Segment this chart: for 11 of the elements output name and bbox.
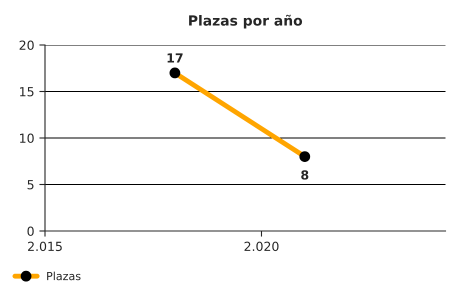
chart-title: Plazas por año <box>189 14 302 28</box>
x-tick-label: 2.020 <box>244 242 279 252</box>
y-tick-label: 5 <box>28 180 34 190</box>
data-label: 8 <box>301 170 308 180</box>
y-tick-label: 10 <box>20 133 34 143</box>
y-tick-label: 15 <box>20 87 34 96</box>
legend-label: Plazas <box>47 272 81 280</box>
y-tick-label: 20 <box>20 40 34 50</box>
x-tick-label: 2.015 <box>28 242 62 252</box>
data-label: 17 <box>168 53 183 62</box>
y-tick-label: 0 <box>27 226 34 236</box>
